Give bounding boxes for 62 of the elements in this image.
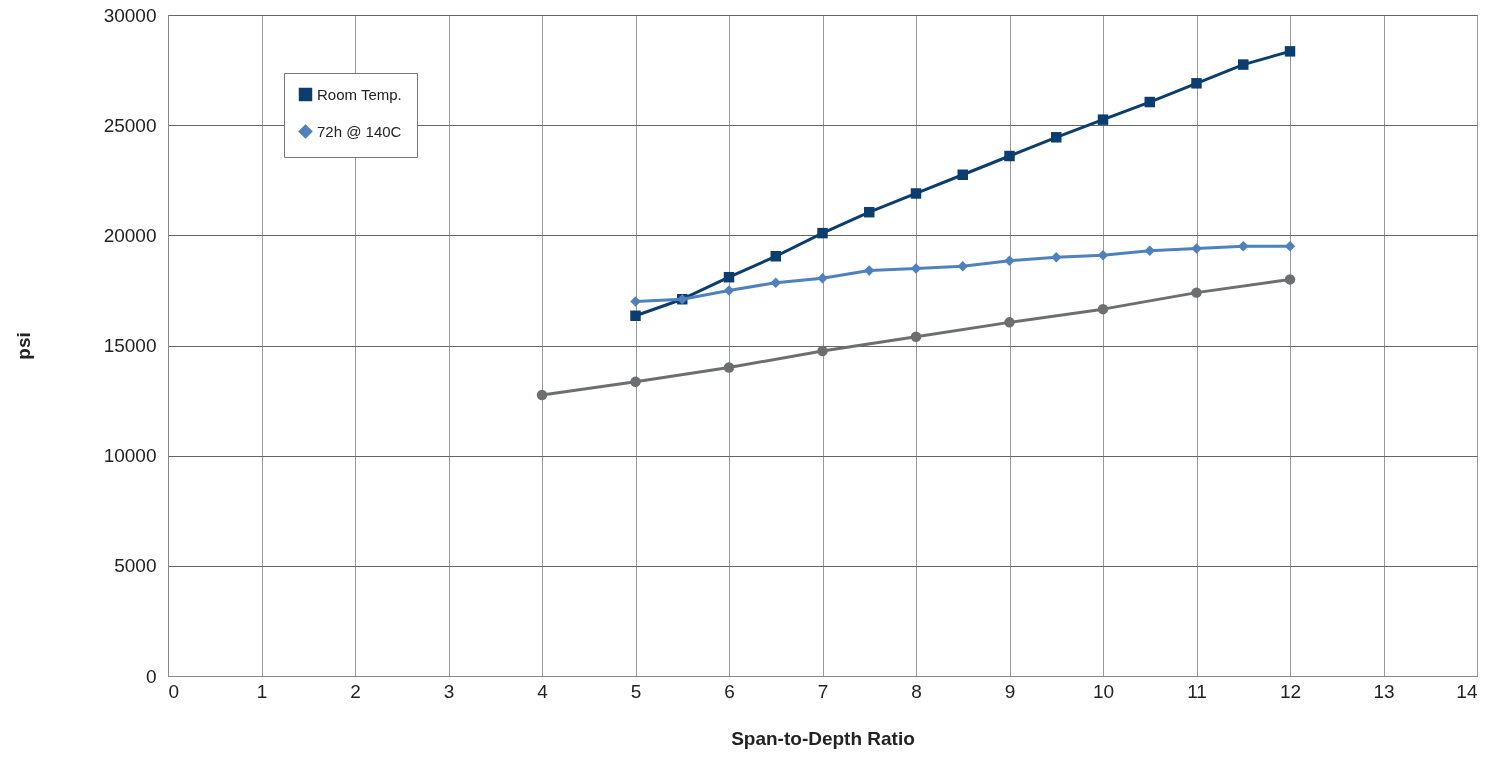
point <box>1097 303 1109 315</box>
point <box>864 206 875 218</box>
y-tick-label: 20000 <box>103 224 157 246</box>
point <box>1284 46 1296 57</box>
point <box>723 285 735 296</box>
y-tick-label: 10000 <box>103 445 157 467</box>
point <box>1191 287 1202 298</box>
point <box>1238 241 1249 252</box>
x-tick-label: 4 <box>537 680 549 702</box>
point <box>910 263 922 274</box>
y-tick-label: 0 <box>145 665 157 687</box>
legend-label: 72h @ 140C <box>317 122 402 140</box>
point <box>723 362 735 373</box>
x-tick-label: 6 <box>724 680 735 702</box>
x-axis-title: Span-to-Depth Ratio <box>731 727 915 749</box>
x-tick-label: 1 <box>256 680 268 702</box>
point <box>1004 317 1015 328</box>
point <box>910 331 922 342</box>
y-tick-label: 15000 <box>103 335 157 356</box>
x-tick-label: 13 <box>1373 680 1395 702</box>
point <box>957 260 968 272</box>
y-tick-label: 30000 <box>103 4 157 26</box>
point <box>770 277 781 288</box>
x-tick-label: 11 <box>1187 680 1207 702</box>
point <box>1238 59 1249 70</box>
point <box>536 389 548 401</box>
point <box>1284 241 1296 252</box>
x-tick-label: 7 <box>817 680 829 702</box>
point <box>1191 78 1202 89</box>
x-tick-label: 8 <box>911 680 922 702</box>
point <box>1144 245 1155 256</box>
x-tick-label: 0 <box>168 680 180 702</box>
point <box>817 273 828 284</box>
y-tick-label: 5000 <box>114 555 157 577</box>
point <box>1051 132 1062 143</box>
y-tick-label: 25000 <box>103 114 157 136</box>
point <box>957 169 968 180</box>
point <box>817 227 828 239</box>
point <box>723 271 735 283</box>
x-tick-label: 9 <box>1004 680 1016 702</box>
point <box>630 296 641 307</box>
point <box>817 345 828 357</box>
point <box>1051 252 1062 263</box>
x-tick-label: 3 <box>443 680 455 702</box>
point <box>1191 243 1202 254</box>
y-axis-title: psi <box>12 332 34 360</box>
x-tick-label: 12 <box>1279 680 1302 702</box>
x-tick-label: 5 <box>630 680 642 702</box>
point <box>630 310 641 321</box>
point <box>770 251 781 262</box>
point <box>1004 150 1015 162</box>
point <box>630 376 641 388</box>
legend-label: Room Temp. <box>317 85 402 103</box>
x-tick-label: 2 <box>350 680 361 702</box>
x-tick-label: 14 <box>1456 680 1478 702</box>
point <box>1097 114 1109 125</box>
point <box>864 265 875 276</box>
point <box>910 188 922 199</box>
point <box>1284 274 1296 285</box>
x-tick-label: 10 <box>1092 680 1115 702</box>
point <box>1144 96 1155 108</box>
point <box>1004 255 1015 266</box>
